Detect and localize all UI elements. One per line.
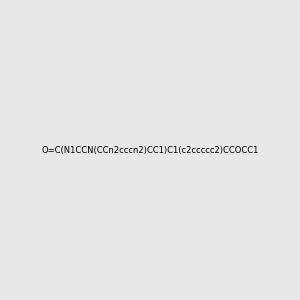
Text: O=C(N1CCN(CCn2cccn2)CC1)C1(c2ccccc2)CCOCC1: O=C(N1CCN(CCn2cccn2)CC1)C1(c2ccccc2)CCOC… [41, 146, 259, 154]
